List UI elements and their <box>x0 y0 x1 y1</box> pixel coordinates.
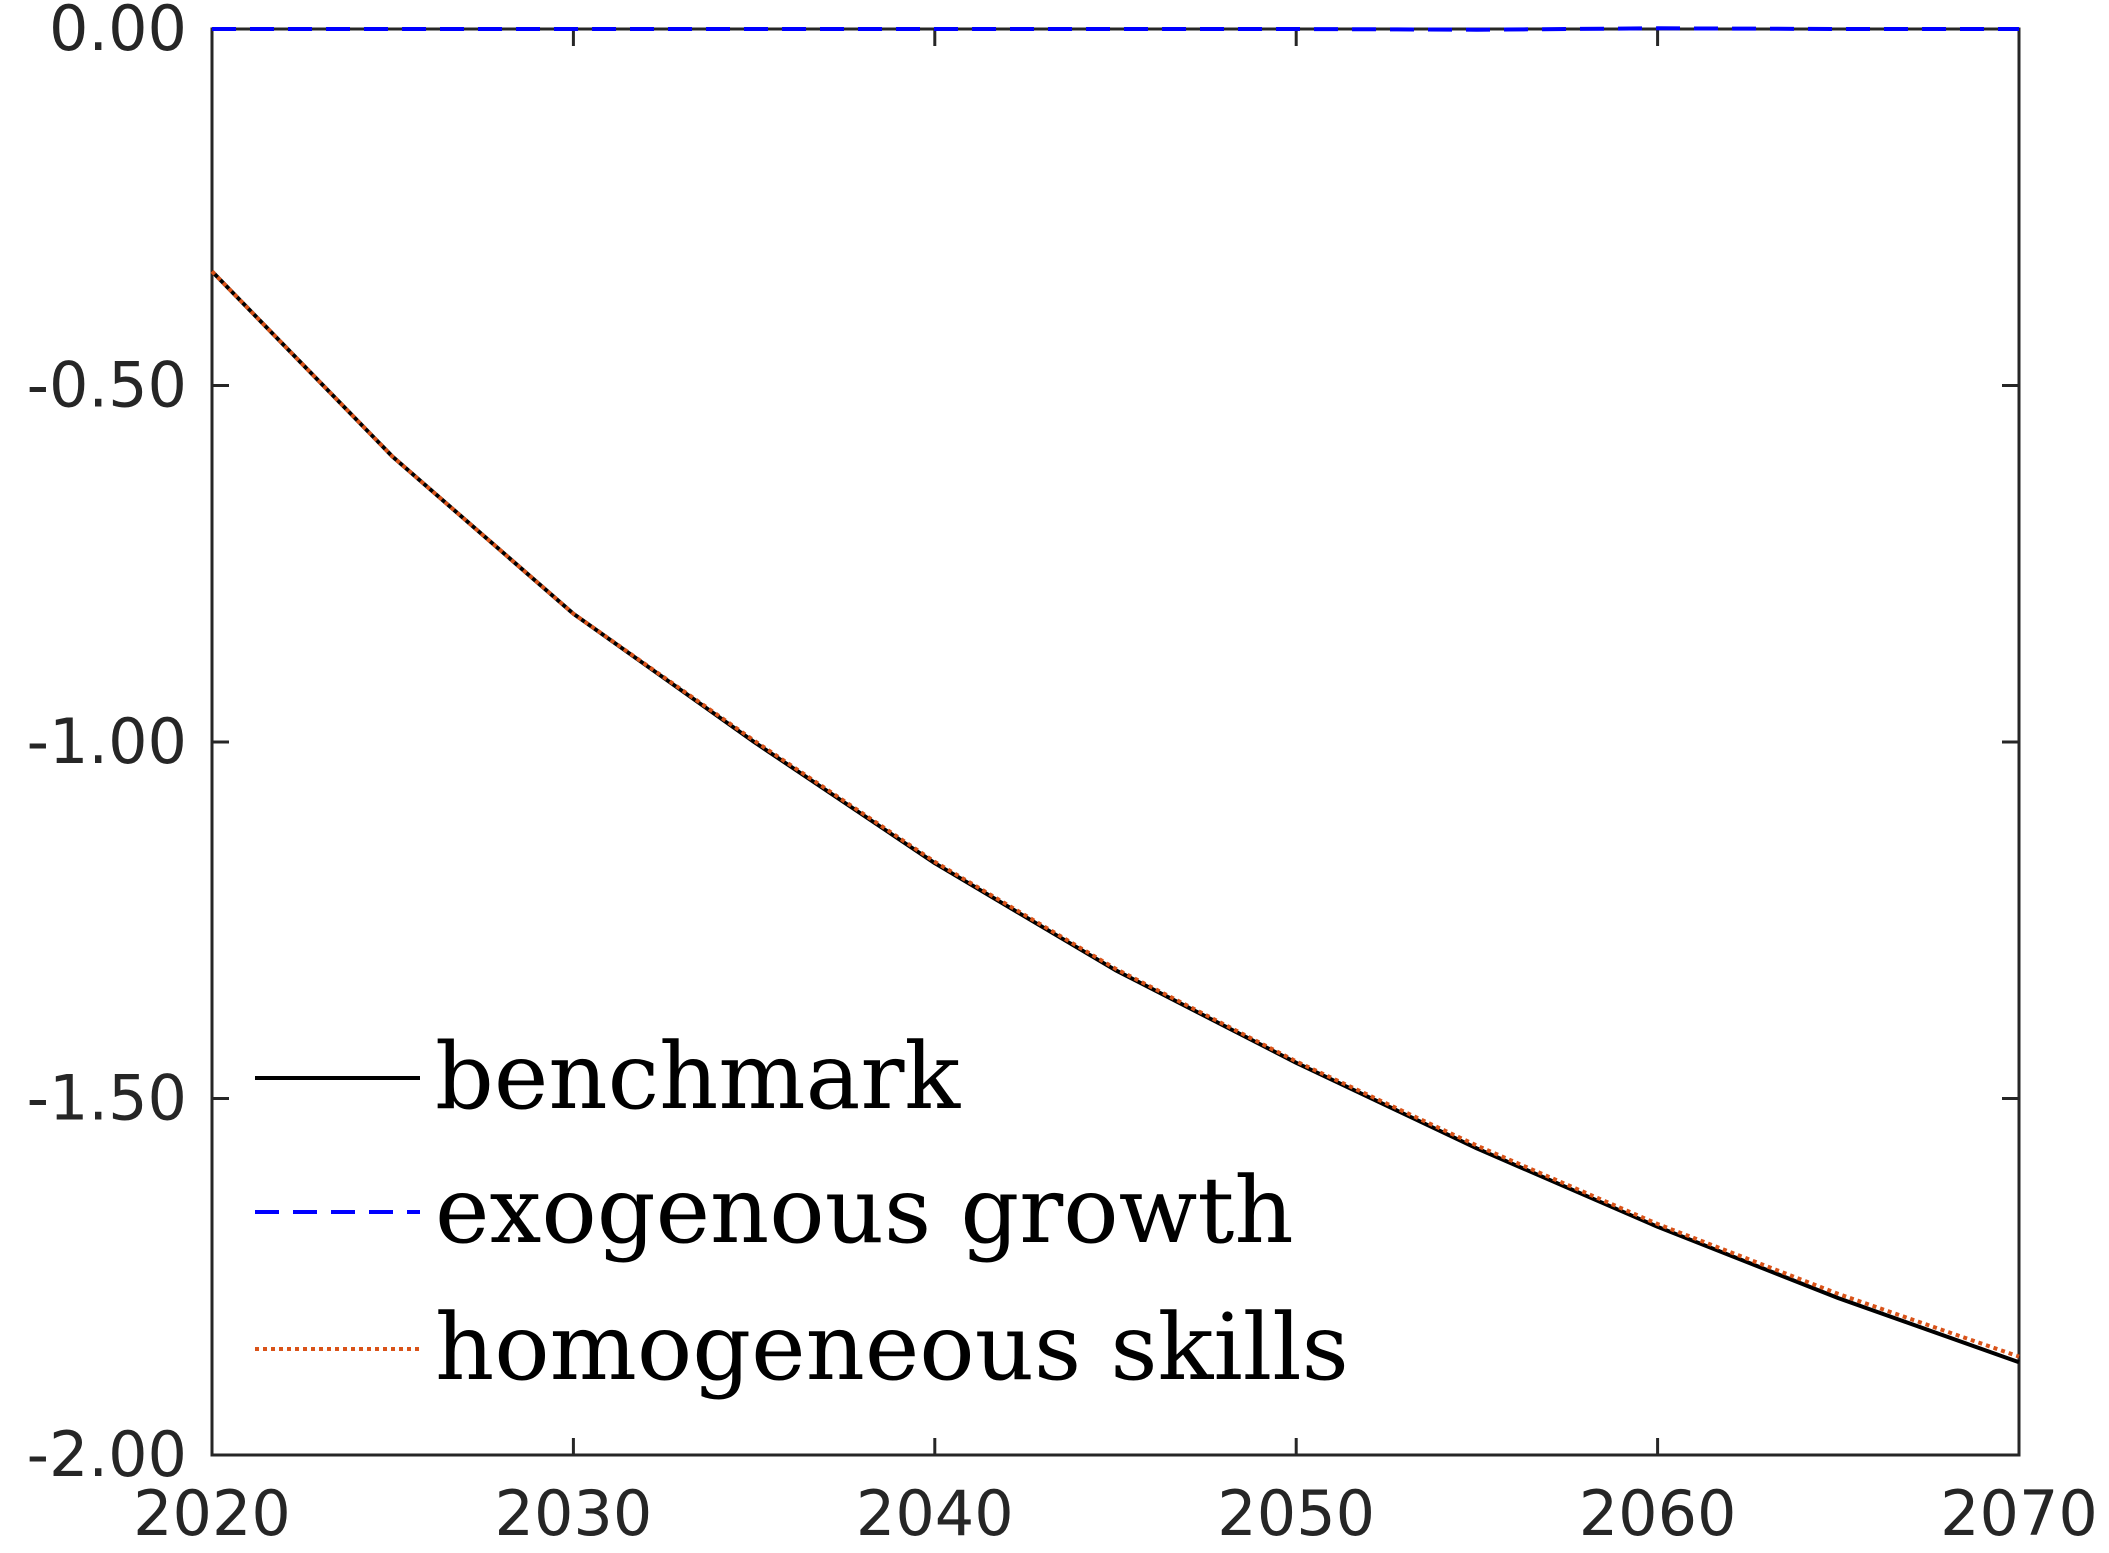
series-line-homogeneous-skills <box>210 270 2020 1359</box>
y-tick-label: -1.00 <box>27 705 187 778</box>
axis-tick-labels: 2020 2030 2040 2050 2060 2070 0.00 -0.50 -1.00 -1… <box>27 0 2098 1550</box>
x-tick-label: 2060 <box>1579 1477 1737 1550</box>
plot-area <box>210 27 2021 1457</box>
x-tick-label: 2020 <box>133 1477 291 1550</box>
legend-label-benchmark: benchmark <box>435 1023 961 1130</box>
x-tick-label: 2050 <box>1217 1477 1375 1550</box>
series-line-exogenous-growth <box>212 26 2019 32</box>
y-tick-label: -0.50 <box>27 349 187 422</box>
x-tick-label: 2040 <box>856 1477 1014 1550</box>
legend-label-homogeneous-skills: homogeneous skills <box>435 1294 1349 1401</box>
y-tick-label: -1.50 <box>27 1062 187 1135</box>
y-tick-label: -2.00 <box>27 1418 187 1491</box>
legend-label-exogenous-growth: exogenous growth <box>435 1157 1294 1264</box>
y-tick-label: 0.00 <box>49 0 187 65</box>
series-lines <box>210 26 2020 1365</box>
x-tick-label: 2070 <box>1940 1477 2098 1550</box>
legend: benchmark exogenous growth homogeneous ski… <box>255 1023 1349 1401</box>
x-tick-label: 2030 <box>495 1477 653 1550</box>
